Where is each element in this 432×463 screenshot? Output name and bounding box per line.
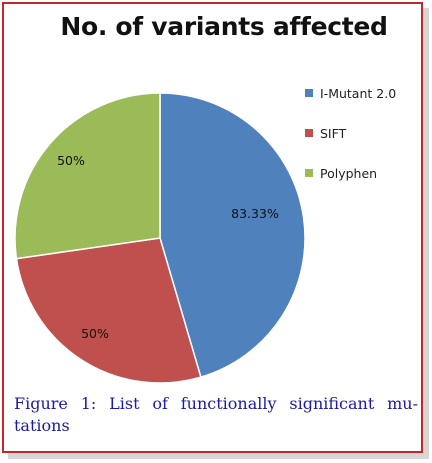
- chart-title: No. of variants affected: [60, 12, 388, 41]
- legend-label-polyphen: Polyphen: [320, 165, 378, 181]
- legend-swatch-polyphen: [305, 169, 313, 177]
- legend-label-i-mutant: I-Mutant 2.0: [320, 85, 397, 101]
- legend-label-sift: SIFT: [320, 125, 347, 141]
- pie-slice-i-mutant: [159, 92, 306, 379]
- data-label-polyphen: 50%: [57, 153, 85, 168]
- legend-item-i-mutant: I-Mutant 2.0: [305, 85, 397, 101]
- legend-swatch-i-mutant: [305, 89, 313, 97]
- data-label-sift: 50%: [81, 326, 109, 341]
- legend-item-polyphen: Polyphen: [305, 165, 396, 181]
- legend-swatch-sift: [305, 129, 313, 137]
- pie-slice-polyphen: [14, 92, 161, 260]
- chart-legend: I-Mutant 2.0 SIFT Polyphen: [305, 86, 396, 206]
- figure-caption: Figure 1: List of functionally significa…: [14, 394, 418, 435]
- legend-item-sift: SIFT: [305, 125, 396, 141]
- data-label-i-mutant: 83.33%: [231, 206, 279, 221]
- pie-slice-sift: [15, 237, 202, 384]
